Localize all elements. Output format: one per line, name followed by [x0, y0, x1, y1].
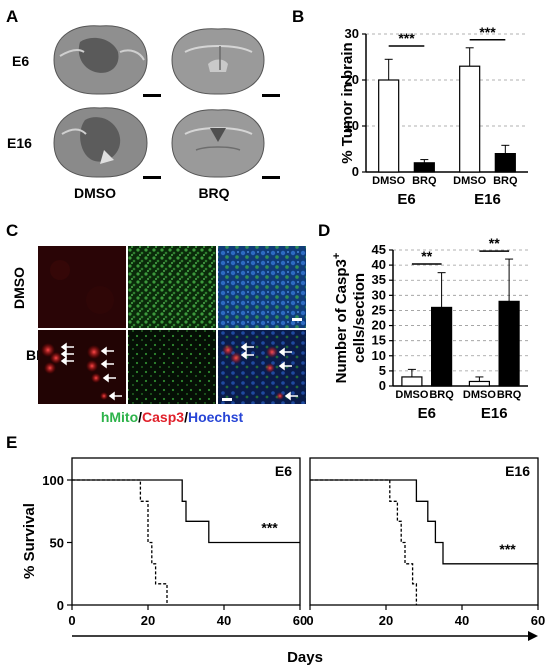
stain-legend-casp3: Casp3: [142, 409, 184, 425]
significance-marker: ***: [499, 541, 516, 557]
x-tick-label: 60: [531, 613, 545, 628]
stain-legend-hoechst: Hoechst: [188, 409, 244, 425]
panel-a-row-label: E16: [7, 135, 32, 151]
plot-frame: [71, 457, 301, 606]
y-tick-label: 50: [50, 536, 64, 551]
significance-marker: **: [489, 235, 500, 251]
panel-label-a: A: [6, 7, 18, 26]
y-tick-label: 10: [372, 348, 386, 363]
y-tick-label: 25: [372, 302, 386, 317]
stain-legend-separator: /: [138, 409, 142, 425]
survival-curve-brq: [310, 479, 538, 565]
micrograph-dmso-hmito: [128, 246, 216, 328]
category-label: DMSO: [395, 389, 428, 401]
y-tick-label: 30: [372, 287, 386, 302]
category-label: BRQ: [412, 175, 437, 187]
stain-legend: hMito/Casp3/Hoechst: [101, 409, 244, 425]
group-label: E16: [474, 191, 501, 208]
panel-label-e: E: [6, 433, 17, 452]
y-axis-title-line: Number of Casp3: [333, 259, 350, 383]
y-tick-label: 0: [379, 378, 386, 393]
x-tick-label: 60: [293, 613, 307, 628]
y-tick-label: 10: [345, 118, 359, 133]
brain-section-e16-brq: [171, 109, 280, 179]
category-label: BRQ: [429, 389, 454, 401]
panel-c-row-label: DMSO: [11, 267, 27, 309]
y-tick-label: 35: [372, 272, 386, 287]
panel-a-row-label: E6: [12, 53, 29, 69]
category-label: DMSO: [463, 389, 496, 401]
group-label: E16: [481, 405, 508, 422]
y-axis-title: % Survival: [21, 503, 38, 579]
x-tick-label: 0: [306, 613, 313, 628]
brain-section-e6-brq: [171, 28, 280, 97]
chart-b: 0 10 20 30 DMSO BRQ E6 *** DMSO BRQ E16 *** % Tumor …: [339, 24, 528, 208]
stain-legend-hmito: hMito: [101, 409, 138, 425]
plot-frame: [309, 457, 539, 606]
survival-curve-brq: [72, 479, 300, 544]
y-axis-title-superscript: +: [331, 253, 343, 259]
x-tick-label: 40: [455, 613, 469, 628]
panel-label-c: C: [6, 221, 18, 240]
category-label: DMSO: [453, 175, 486, 187]
y-tick-label: 15: [372, 333, 386, 348]
category-label: BRQ: [493, 175, 518, 187]
y-tick-label: 5: [379, 363, 386, 378]
panel-label-d: D: [318, 221, 330, 240]
micrograph-brq-hmito: [128, 330, 216, 404]
panel-label-b: B: [292, 7, 304, 26]
stain-legend-separator: /: [184, 409, 188, 425]
x-tick-label: 20: [141, 613, 155, 628]
survival-curve-dmso: [72, 479, 168, 605]
significance-marker: ***: [398, 30, 415, 46]
bar: [459, 65, 481, 173]
bar: [494, 153, 516, 173]
x-axis-title: Days: [287, 649, 323, 666]
x-tick-label: 20: [379, 613, 393, 628]
plot-title: E6: [275, 463, 292, 479]
category-label: BRQ: [497, 389, 522, 401]
bar: [468, 380, 490, 387]
micrograph-dmso-merge: [218, 246, 306, 328]
y-tick-label: 45: [372, 242, 386, 257]
y-tick-label: 20: [372, 318, 386, 333]
bar: [498, 300, 520, 387]
bar: [378, 79, 400, 173]
y-axis-title: % Tumor in brain: [339, 42, 356, 163]
group-label: E6: [397, 191, 415, 208]
y-tick-label: 30: [345, 26, 359, 41]
micrograph-dmso-casp3: [38, 246, 126, 328]
significance-marker: ***: [261, 520, 278, 536]
days-arrowhead: [528, 631, 538, 641]
y-axis-title: Number of Casp3+: [331, 253, 350, 384]
category-label: DMSO: [372, 175, 405, 187]
panel-a-column-label: DMSO: [74, 185, 116, 201]
y-tick-label: 0: [352, 164, 359, 179]
micrograph-brq-merge: [218, 330, 306, 404]
y-axis-title-line: cells/section: [351, 273, 368, 363]
brain-section-e6-dmso: [53, 25, 161, 97]
brain-section-e16-dmso: [53, 107, 161, 179]
plot-title: E16: [505, 463, 530, 479]
y-tick-label: 40: [372, 257, 386, 272]
y-tick-label: 100: [42, 473, 64, 488]
group-label: E6: [418, 405, 436, 422]
panel-a-column-label: BRQ: [198, 185, 229, 201]
micrograph-brq-casp3: [38, 330, 126, 404]
y-tick-label: 0: [57, 598, 64, 613]
significance-marker: **: [421, 248, 432, 264]
bar: [431, 306, 453, 387]
survival-curve-dmso: [310, 479, 418, 605]
y-tick-label: 20: [345, 72, 359, 87]
x-tick-label: 40: [217, 613, 231, 628]
significance-marker: ***: [479, 24, 496, 40]
x-tick-label: 0: [68, 613, 75, 628]
bar: [401, 376, 423, 387]
bar: [413, 162, 435, 173]
